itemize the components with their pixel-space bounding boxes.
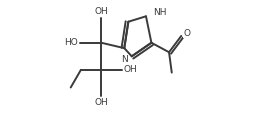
Text: NH: NH [153, 8, 166, 17]
Text: HO: HO [64, 38, 77, 47]
Text: OH: OH [94, 7, 108, 16]
Text: OH: OH [124, 65, 137, 74]
Text: O: O [184, 29, 191, 38]
Text: N: N [121, 55, 128, 64]
Text: OH: OH [94, 98, 108, 107]
